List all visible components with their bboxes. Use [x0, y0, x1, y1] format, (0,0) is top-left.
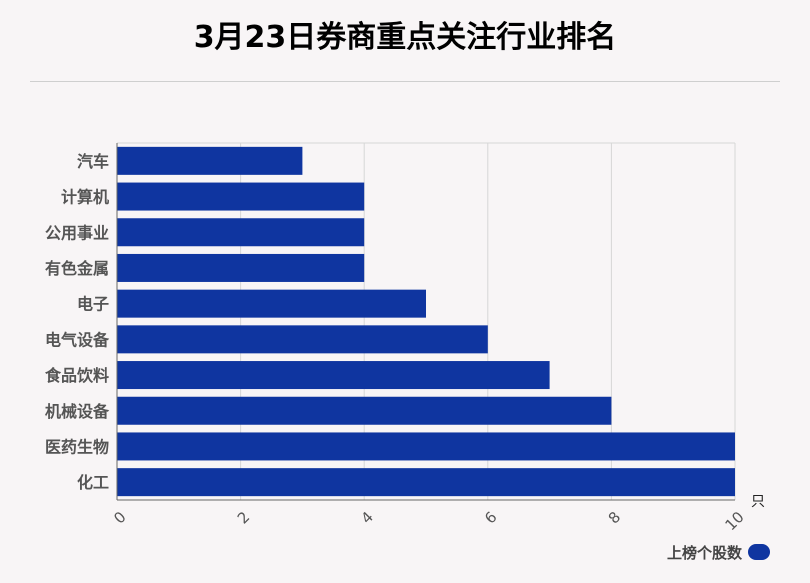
x-tick-label: 10	[722, 508, 748, 534]
category-label: 汽车	[77, 152, 109, 171]
category-label: 机械设备	[45, 402, 110, 421]
title-divider	[30, 81, 780, 82]
x-tick-label: 0	[110, 508, 129, 527]
bar-计算机	[117, 182, 365, 211]
legend-swatch	[748, 544, 770, 560]
x-tick-label: 2	[234, 508, 253, 527]
chart-title: 3月23日券商重点关注行业排名	[193, 20, 617, 55]
bar-医药生物	[117, 432, 735, 461]
x-tick-label: 6	[481, 508, 500, 527]
axis-layer	[116, 143, 735, 501]
legend-label: 上榜个股数	[666, 543, 742, 562]
bar-食品饮料	[117, 361, 550, 390]
bar-电子	[117, 289, 426, 318]
category-label: 电子	[77, 295, 109, 314]
category-label: 电气设备	[45, 330, 110, 349]
category-label: 医药生物	[45, 437, 109, 456]
category-label: 化工	[77, 473, 109, 492]
bar-layer	[117, 146, 735, 497]
category-label: 食品饮料	[44, 366, 109, 385]
category-label: 公用事业	[45, 223, 109, 242]
x-tick-label: 4	[357, 508, 376, 527]
legend[interactable]: 上榜个股数	[667, 540, 770, 564]
bar-汽车	[117, 146, 303, 175]
bar-公用事业	[117, 218, 365, 247]
bar-机械设备	[117, 396, 612, 425]
bar-化工	[117, 468, 735, 497]
category-label: 有色金属	[45, 259, 109, 278]
category-label: 计算机	[61, 188, 109, 207]
bar-有色金属	[117, 253, 365, 282]
x-tick-label: 8	[605, 508, 624, 527]
x-unit-label: 只	[751, 494, 765, 510]
bar-电气设备	[117, 325, 488, 354]
